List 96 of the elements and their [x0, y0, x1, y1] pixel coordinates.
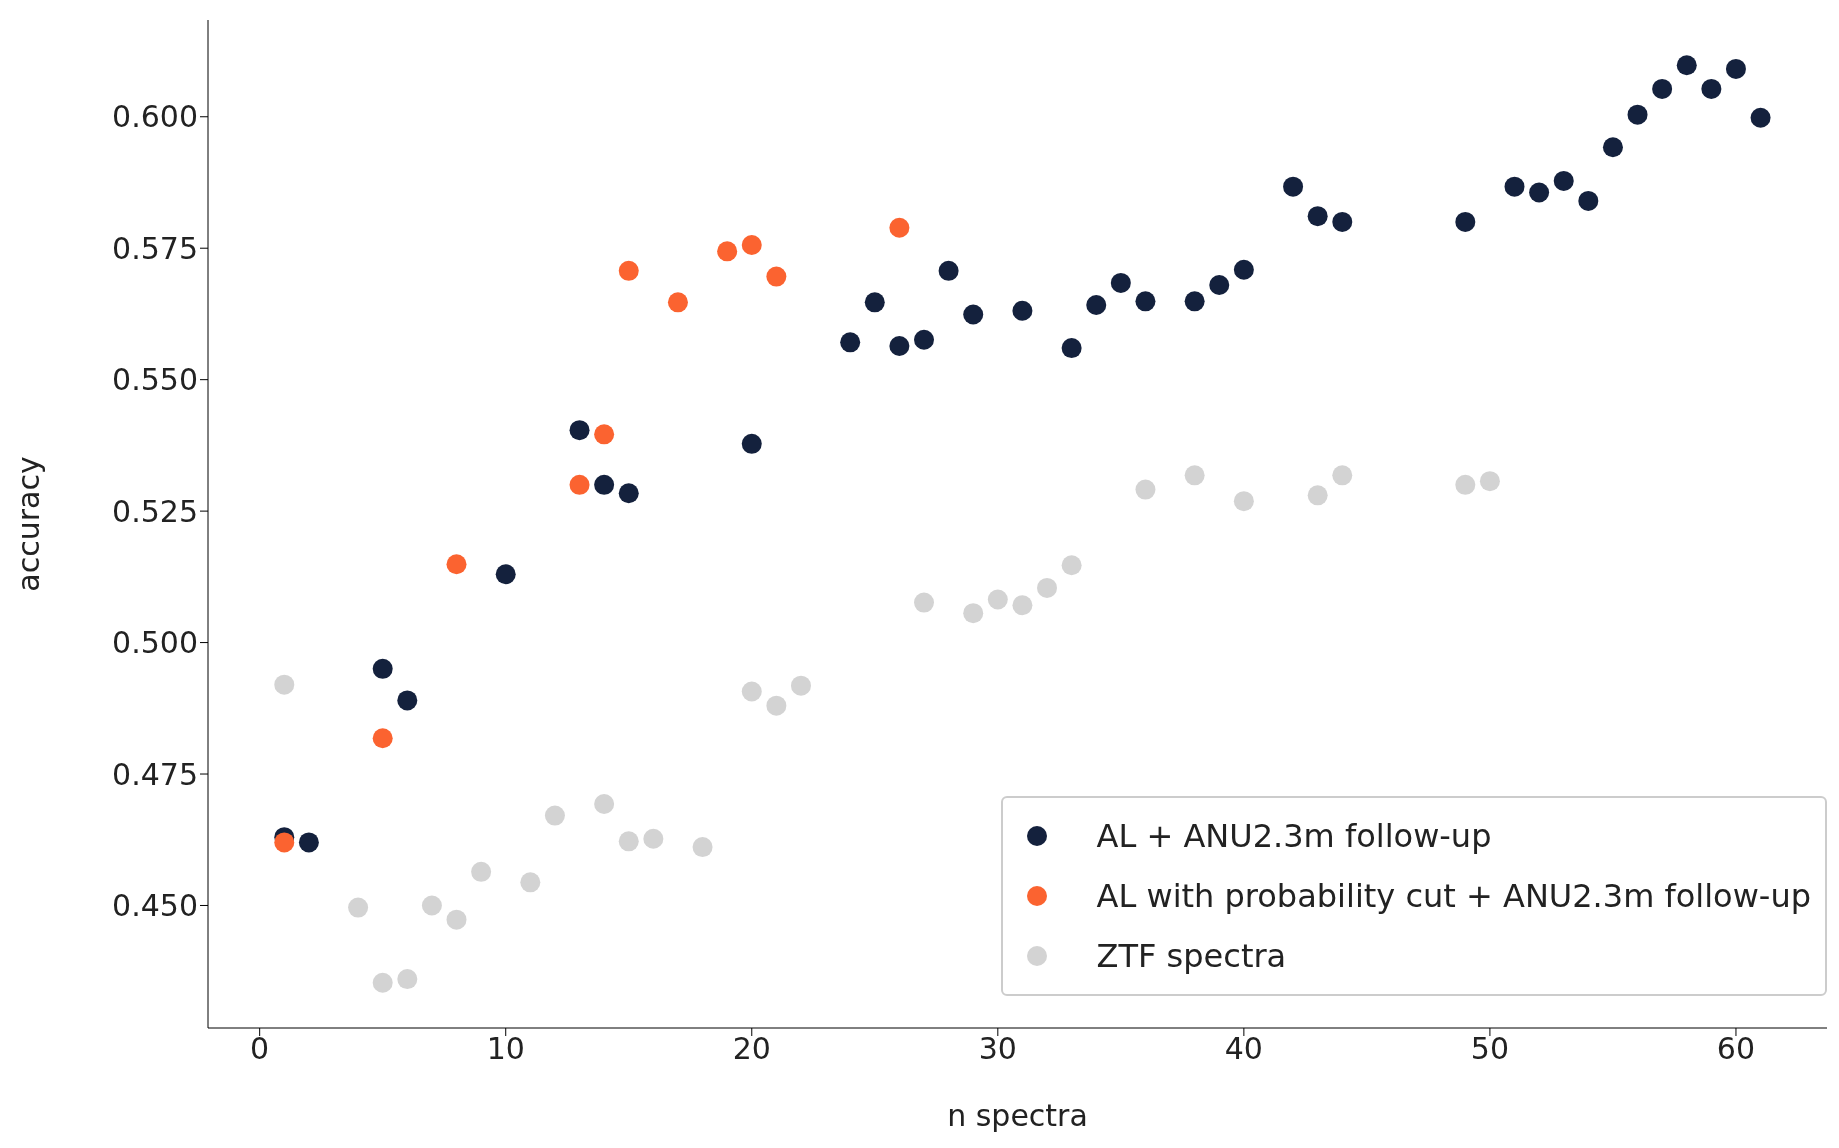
point: [569, 420, 590, 441]
point: [1184, 291, 1205, 312]
point: [1725, 58, 1746, 79]
point: [618, 831, 639, 852]
x-tick-label: 10: [486, 1031, 525, 1067]
point: [1283, 176, 1304, 197]
y-tick-label: 0.450: [112, 888, 198, 924]
point: [1012, 595, 1033, 616]
point: [1553, 170, 1574, 191]
point: [1676, 55, 1697, 76]
point: [372, 728, 393, 749]
point: [1602, 137, 1623, 158]
point: [1455, 211, 1476, 232]
point: [618, 483, 639, 504]
y-tick-label: 0.575: [112, 230, 198, 266]
x-tick-label: 40: [1224, 1031, 1263, 1067]
point: [348, 897, 369, 918]
point: [1135, 291, 1156, 312]
point: [766, 266, 787, 287]
legend-label: AL with probability cut + ANU2.3m follow-up: [1096, 877, 1811, 915]
point: [963, 603, 984, 624]
x-tick-label: 20: [732, 1031, 771, 1067]
x-tick-label: 30: [978, 1031, 1017, 1067]
point: [667, 292, 688, 313]
point: [397, 969, 418, 990]
x-tick-label: 0: [250, 1031, 270, 1067]
point: [298, 832, 319, 853]
point: [594, 794, 615, 814]
point: [471, 861, 492, 882]
point: [421, 895, 442, 916]
point: [914, 592, 934, 613]
point: [1701, 78, 1722, 99]
point: [1233, 259, 1254, 280]
point: [987, 589, 1008, 610]
point: [766, 695, 787, 716]
point: [1529, 182, 1550, 203]
point: [1479, 471, 1500, 492]
point: [495, 564, 516, 585]
point: [717, 241, 738, 262]
point: [1135, 479, 1156, 500]
point: [643, 828, 664, 849]
point: [372, 972, 393, 993]
point: [618, 260, 639, 281]
point: [1307, 206, 1328, 227]
point: [963, 304, 984, 325]
y-tick-label: 0.600: [112, 99, 198, 135]
point: [741, 681, 762, 702]
point: [864, 292, 885, 313]
x-tick-label: 50: [1470, 1031, 1510, 1067]
point: [1037, 577, 1058, 598]
y-tick-label: 0.475: [112, 756, 198, 792]
point: [1332, 465, 1353, 486]
point: [594, 424, 615, 445]
point: [692, 837, 713, 858]
point: [544, 805, 565, 826]
point: [520, 872, 541, 893]
point: [889, 217, 910, 238]
point: [446, 909, 467, 930]
point: [1233, 491, 1254, 512]
point: [1209, 275, 1230, 296]
point: [1061, 555, 1082, 576]
legend-label: ZTF spectra: [1096, 937, 1287, 975]
x-tick-label: 60: [1716, 1031, 1756, 1067]
point: [274, 832, 295, 853]
point: [1332, 211, 1353, 232]
point: [569, 474, 590, 495]
point: [1012, 300, 1033, 321]
point: [914, 329, 934, 350]
point: [1455, 474, 1476, 495]
point: [840, 332, 861, 353]
point: [938, 260, 959, 281]
point: [1184, 465, 1205, 486]
point: [889, 336, 910, 357]
y-axis-title: accuracy: [10, 456, 46, 592]
x-axis-title: n spectra: [947, 1098, 1088, 1133]
point: [1086, 295, 1107, 315]
y-tick-label: 0.550: [112, 362, 198, 398]
y-tick-label: 0.525: [112, 493, 198, 529]
point: [1307, 485, 1328, 506]
point: [1750, 107, 1771, 128]
point: [372, 658, 393, 679]
point: [1652, 78, 1673, 99]
point: [790, 675, 811, 696]
point: [1110, 272, 1131, 293]
legend-label: AL + ANU2.3m follow-up: [1096, 817, 1492, 855]
point: [1627, 104, 1648, 125]
point: [446, 554, 467, 575]
point: [1578, 190, 1599, 211]
point: [1061, 338, 1082, 359]
point: [397, 690, 418, 711]
y-tick-label: 0.500: [112, 625, 198, 661]
point: [741, 433, 762, 454]
point: [1504, 176, 1525, 197]
point: [741, 235, 762, 256]
point: [274, 674, 295, 695]
point: [594, 474, 615, 495]
